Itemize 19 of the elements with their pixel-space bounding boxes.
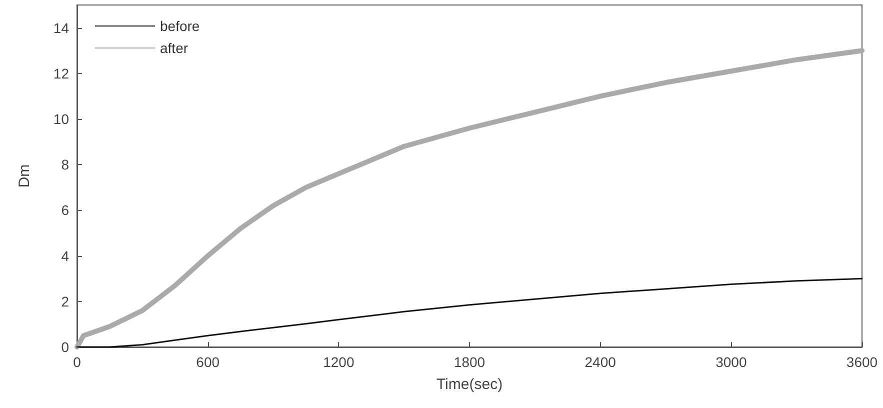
y-tick-label: 8 <box>61 156 70 173</box>
legend-label: after <box>160 40 188 56</box>
y-tick-label: 12 <box>53 65 70 82</box>
x-tick-label: 1200 <box>323 354 354 370</box>
y-axis-title: Dm <box>16 164 33 188</box>
x-tick-label: 2400 <box>584 354 616 370</box>
x-tick-label: 0 <box>73 354 82 370</box>
x-tick-label: 600 <box>196 354 220 370</box>
x-tick-label: 1800 <box>454 354 486 370</box>
y-tick-label: 2 <box>61 293 70 310</box>
y-tick-label: 10 <box>53 111 70 127</box>
x-tick-label: 3600 <box>846 354 878 370</box>
y-tick-label: 14 <box>53 20 70 36</box>
y-tick-label: 4 <box>61 248 70 264</box>
y-tick-label: 6 <box>61 202 70 218</box>
x-tick-label: 3000 <box>716 354 747 370</box>
y-tick-label: 0 <box>61 339 70 355</box>
legend-label: before <box>160 18 200 34</box>
x-axis-title: Time(sec) <box>436 376 503 393</box>
